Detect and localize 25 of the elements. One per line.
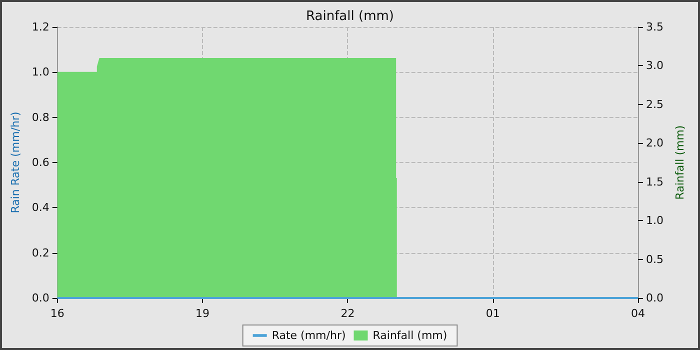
y2-tick-label: 3.5 <box>646 20 664 34</box>
x-tick-label: 19 <box>196 307 210 320</box>
y-tick-label: 0.0 <box>32 292 50 304</box>
y-tick-label: 0.6 <box>32 156 50 169</box>
x-tick-label: 16 <box>50 307 64 320</box>
chart-title: Rainfall (mm) <box>306 9 394 24</box>
y2-tick-label: 2.0 <box>646 136 664 150</box>
y-axis-title: Rain Rate (mm/hr) <box>9 112 22 214</box>
x-tick-label: 22 <box>340 307 355 320</box>
y2-tick-label: 1.5 <box>646 175 664 188</box>
y2-axis-title: Rainfall (mm) <box>673 125 686 200</box>
y-tick-label: 1.2 <box>32 20 50 34</box>
y-tick-label: 0.2 <box>32 246 50 260</box>
y-tick-label: 1.0 <box>32 66 50 79</box>
y2-tick-label: 0.0 <box>646 292 664 304</box>
y-tick-label: 0.8 <box>32 110 50 124</box>
legend-label: Rainfall (mm) <box>372 329 448 342</box>
y2-tick-label: 1.0 <box>646 214 664 228</box>
y2-tick-label: 3.0 <box>646 59 664 72</box>
y2-tick-label: 0.5 <box>646 252 664 266</box>
y-tick-label: 0.4 <box>32 201 50 214</box>
legend-label: Rate (mm/hr) <box>272 329 346 342</box>
x-tick-label: 04 <box>631 307 645 320</box>
y2-tick-label: 2.5 <box>646 98 664 111</box>
x-tick-label: 01 <box>486 307 500 320</box>
